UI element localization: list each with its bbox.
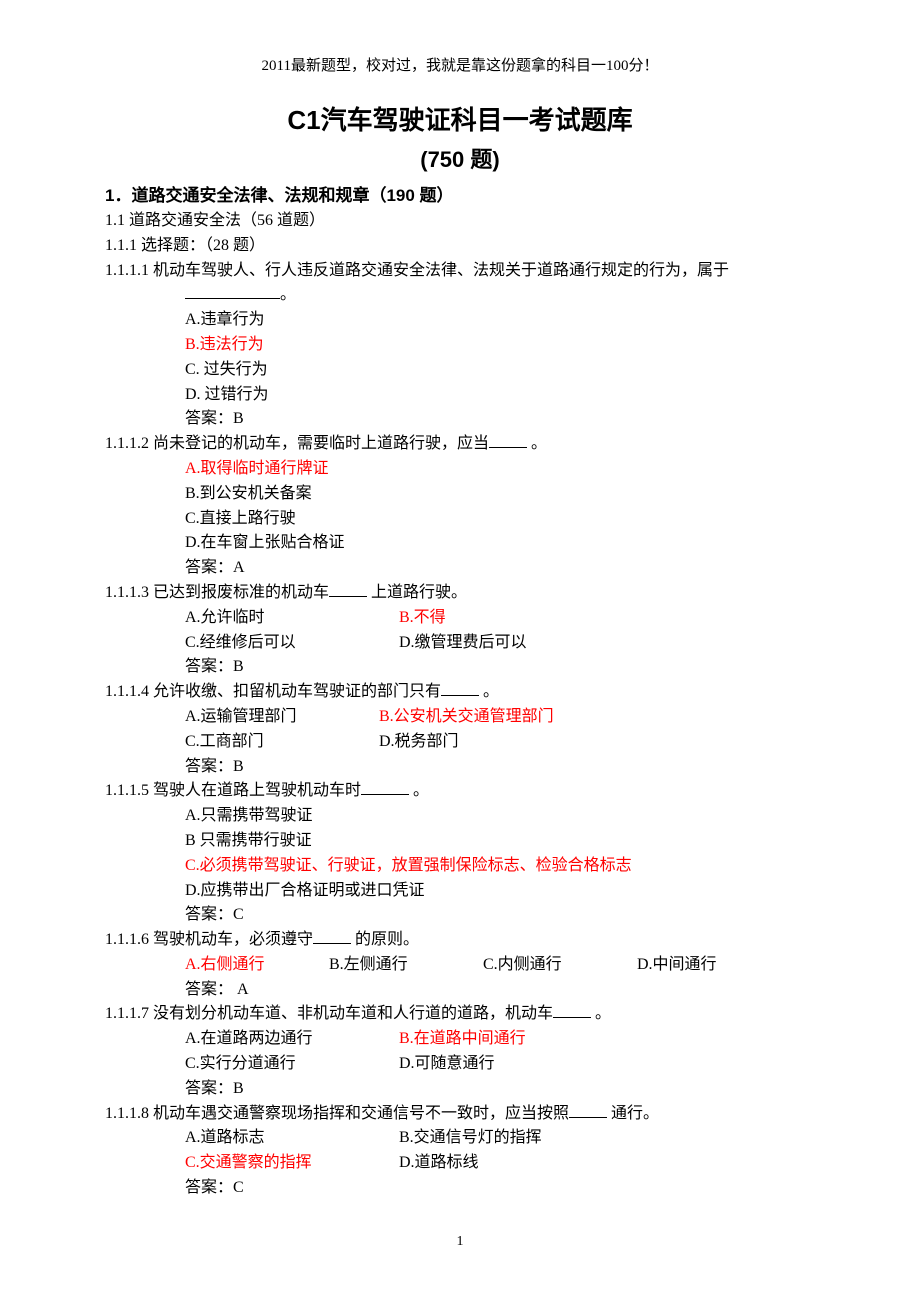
question-7-num: 1.1.1.7: [105, 1005, 149, 1022]
blank-line: [185, 284, 280, 299]
page-number: 1: [105, 1231, 815, 1253]
option-3-d: D.缴管理费后可以: [399, 631, 527, 656]
section-1-1-1: 1.1.1 选择题：（28 题）: [105, 234, 815, 259]
document-page: 2011最新题型，校对过，我就是靠这份题拿的科目一100分！ C1汽车驾驶证科目…: [0, 0, 920, 1293]
option-4-b: B.公安机关交通管理部门: [379, 705, 554, 730]
option-2-c: C.直接上路行驶: [185, 507, 815, 532]
blank-line: [569, 1102, 607, 1117]
option-4-d: D.税务部门: [379, 730, 459, 755]
question-6-tail: 的原则。: [351, 931, 419, 948]
option-3-b: B.不得: [399, 606, 446, 631]
question-5-num: 1.1.1.5: [105, 782, 149, 799]
option-7-a: A.在道路两边通行: [185, 1027, 395, 1052]
option-2-b: B.到公安机关备案: [185, 482, 815, 507]
question-8-num: 1.1.1.8: [105, 1105, 149, 1122]
answer-4: 答案：B: [185, 755, 815, 780]
question-5-options: A.只需携带驾驶证 B 只需携带行驶证 C.必须携带驾驶证、行驶证，放置强制保险…: [105, 804, 815, 928]
option-2-d: D.在车窗上张贴合格证: [185, 531, 815, 556]
answer-2: 答案：A: [185, 556, 815, 581]
question-4: 1.1.1.4 允许收缴、扣留机动车驾驶证的部门只有 。: [105, 680, 815, 705]
question-3-text-a: 已达到报废标准的机动车: [149, 584, 329, 601]
question-1: 1.1.1.1 机动车驾驶人、行人违反道路交通安全法律、法规关于道路通行规定的行…: [105, 259, 815, 284]
blank-line: [329, 582, 367, 597]
option-8-a: A.道路标志: [185, 1126, 395, 1151]
question-4-text: 允许收缴、扣留机动车驾驶证的部门只有: [149, 683, 441, 700]
blank-line: [313, 929, 351, 944]
question-1-tail: 。: [280, 286, 296, 303]
question-7-text: 没有划分机动车道、非机动车道和人行道的道路，机动车: [149, 1005, 553, 1022]
option-5-b: B 只需携带行驶证: [185, 829, 815, 854]
option-8-b: B.交通信号灯的指挥: [399, 1126, 542, 1151]
option-5-d: D.应携带出厂合格证明或进口凭证: [185, 879, 815, 904]
question-3-text-b: 上道路行驶。: [367, 584, 467, 601]
option-3-c: C.经维修后可以: [185, 631, 395, 656]
question-8-options: A.道路标志 B.交通信号灯的指挥 C.交通警察的指挥 D.道路标线 答案：C: [105, 1126, 815, 1200]
option-7-c: C.实行分道通行: [185, 1052, 395, 1077]
section-1: 1．道路交通安全法律、法规和规章（190 题）: [105, 183, 815, 209]
option-8-d: D.道路标线: [399, 1151, 479, 1176]
question-3-options: A.允许临时 B.不得 C.经维修后可以 D.缴管理费后可以 答案：B: [105, 606, 815, 680]
question-3-num: 1.1.1.3: [105, 584, 149, 601]
option-6-a: A.右侧通行: [185, 953, 325, 978]
question-2-text: 尚未登记的机动车，需要临时上道路行驶，应当: [149, 435, 489, 452]
answer-6: 答案： A: [185, 978, 815, 1003]
question-5-text: 驾驶人在道路上驾驶机动车时: [149, 782, 361, 799]
question-6-text: 驾驶机动车，必须遵守: [149, 931, 313, 948]
answer-7: 答案：B: [185, 1077, 815, 1102]
option-1-b: B.违法行为: [185, 333, 815, 358]
answer-1: 答案：B: [185, 407, 815, 432]
answer-8: 答案：C: [185, 1176, 815, 1201]
question-2: 1.1.1.2 尚未登记的机动车，需要临时上道路行驶，应当 。: [105, 432, 815, 457]
option-7-b: B.在道路中间通行: [399, 1027, 526, 1052]
question-1-text: 机动车驾驶人、行人违反道路交通安全法律、法规关于道路通行规定的行为，属于: [149, 262, 729, 279]
option-3-a: A.允许临时: [185, 606, 395, 631]
option-7-d: D.可随意通行: [399, 1052, 495, 1077]
page-header: 2011最新题型，校对过，我就是靠这份题拿的科目一100分！: [105, 55, 815, 78]
section-1-1: 1.1 道路交通安全法（56 道题）: [105, 209, 815, 234]
question-4-num: 1.1.1.4: [105, 683, 149, 700]
question-6-num: 1.1.1.6: [105, 931, 149, 948]
question-4-tail: 。: [479, 683, 499, 700]
question-6-options: A.右侧通行 B.左侧通行 C.内侧通行 D.中间通行 答案： A: [105, 953, 815, 1003]
question-5-tail: 。: [409, 782, 429, 799]
option-1-d: D. 过错行为: [185, 383, 815, 408]
question-2-options: A.取得临时通行牌证 B.到公安机关备案 C.直接上路行驶 D.在车窗上张贴合格…: [105, 457, 815, 581]
question-8-tail: 通行。: [607, 1105, 659, 1122]
question-8-text: 机动车遇交通警察现场指挥和交通信号不一致时，应当按照: [149, 1105, 569, 1122]
option-4-a: A.运输管理部门: [185, 705, 375, 730]
question-7-options: A.在道路两边通行 B.在道路中间通行 C.实行分道通行 D.可随意通行 答案：…: [105, 1027, 815, 1101]
option-2-a: A.取得临时通行牌证: [185, 457, 815, 482]
question-2-tail: 。: [527, 435, 547, 452]
doc-subtitle: (750 题): [105, 143, 815, 177]
doc-title: C1汽车驾驶证科目一考试题库: [105, 100, 815, 140]
option-5-c: C.必须携带驾驶证、行驶证，放置强制保险标志、检验合格标志: [185, 854, 815, 879]
answer-3: 答案：B: [185, 655, 815, 680]
blank-line: [441, 681, 479, 696]
blank-line: [361, 780, 409, 795]
option-1-a: A.违章行为: [185, 308, 815, 333]
blank-line: [553, 1003, 591, 1018]
question-1-num: 1.1.1.1: [105, 262, 149, 279]
question-2-num: 1.1.1.2: [105, 435, 149, 452]
question-7-tail: 。: [591, 1005, 611, 1022]
option-6-d: D.中间通行: [637, 953, 717, 978]
question-5: 1.1.1.5 驾驶人在道路上驾驶机动车时 。: [105, 779, 815, 804]
option-1-c: C. 过失行为: [185, 358, 815, 383]
question-8: 1.1.1.8 机动车遇交通警察现场指挥和交通信号不一致时，应当按照 通行。: [105, 1102, 815, 1127]
question-6: 1.1.1.6 驾驶机动车，必须遵守 的原则。: [105, 928, 815, 953]
option-6-b: B.左侧通行: [329, 953, 479, 978]
question-3: 1.1.1.3 已达到报废标准的机动车 上道路行驶。: [105, 581, 815, 606]
option-4-c: C.工商部门: [185, 730, 375, 755]
option-8-c: C.交通警察的指挥: [185, 1151, 395, 1176]
blank-line: [489, 433, 527, 448]
question-7: 1.1.1.7 没有划分机动车道、非机动车道和人行道的道路，机动车 。: [105, 1002, 815, 1027]
option-5-a: A.只需携带驾驶证: [185, 804, 815, 829]
answer-5: 答案：C: [185, 903, 815, 928]
option-6-c: C.内侧通行: [483, 953, 633, 978]
question-4-options: A.运输管理部门 B.公安机关交通管理部门 C.工商部门 D.税务部门 答案：B: [105, 705, 815, 779]
question-1-options: 。 A.违章行为 B.违法行为 C. 过失行为 D. 过错行为 答案：B: [105, 283, 815, 432]
